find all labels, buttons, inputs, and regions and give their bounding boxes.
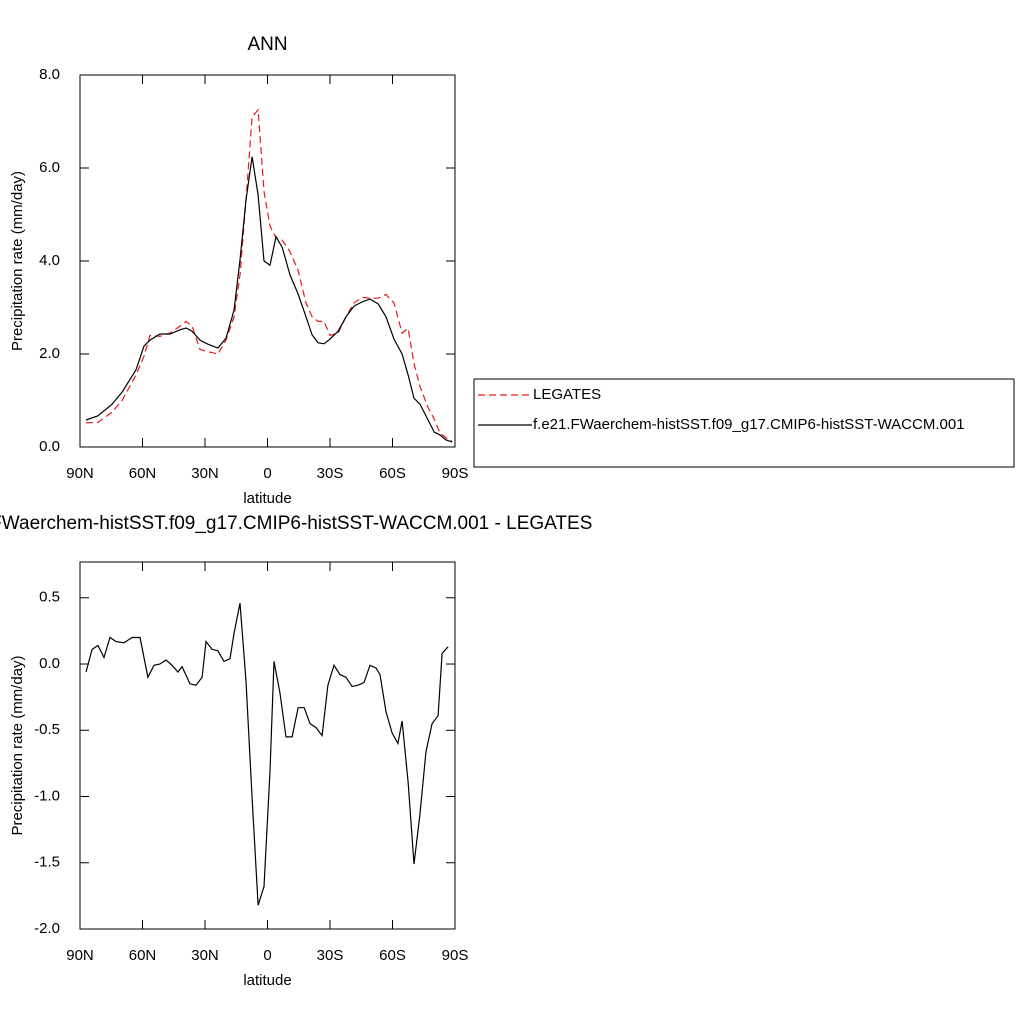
x-tick-label: 60N (129, 947, 157, 964)
y-tick-label: -2.0 (34, 920, 60, 937)
x-tick-label: 60N (129, 465, 157, 482)
y-tick-label: -0.5 (34, 721, 60, 738)
chart-title: f.e21.FWaerchem-histSST.f09_g17.CMIP6-hi… (0, 513, 592, 534)
plot-frame (79, 74, 456, 448)
y-tick-label: -1.5 (34, 854, 60, 871)
y-axis-label: Precipitation rate (mm/day) (9, 655, 26, 835)
x-tick-label: 30S (317, 947, 344, 964)
legend-label: f.e21.FWaerchem-histSST.f09_g17.CMIP6-hi… (533, 416, 965, 433)
x-axis-label: latitude (243, 972, 291, 989)
x-tick-label: 60S (379, 465, 406, 482)
x-tick-label: 0 (263, 947, 271, 964)
y-tick-label: 6.0 (39, 159, 60, 176)
series-line (85, 156, 453, 443)
plot-frame (79, 561, 456, 930)
x-tick-label: 30N (191, 465, 219, 482)
legend-label: LEGATES (533, 386, 601, 403)
series-line (85, 602, 449, 906)
x-tick-label: 30N (191, 947, 219, 964)
legend-box (473, 378, 1015, 468)
y-tick-label: 4.0 (39, 252, 60, 269)
x-tick-label: 0 (263, 465, 271, 482)
y-tick-label: 0.0 (39, 655, 60, 672)
x-axis-label: latitude (243, 490, 291, 507)
y-tick-label: 8.0 (39, 66, 60, 83)
x-tick-label: 90S (442, 465, 469, 482)
series-line (85, 108, 453, 442)
y-axis-label: Precipitation rate (mm/day) (9, 171, 26, 351)
x-tick-label: 30S (317, 465, 344, 482)
chart-title: ANN (247, 34, 287, 55)
x-tick-label: 90N (66, 465, 94, 482)
x-tick-label: 60S (379, 947, 406, 964)
y-tick-label: 0.0 (39, 438, 60, 455)
x-tick-label: 90N (66, 947, 94, 964)
y-tick-label: 0.5 (39, 589, 60, 606)
y-tick-label: -1.0 (34, 787, 60, 804)
y-tick-label: 2.0 (39, 345, 60, 362)
x-tick-label: 90S (442, 947, 469, 964)
